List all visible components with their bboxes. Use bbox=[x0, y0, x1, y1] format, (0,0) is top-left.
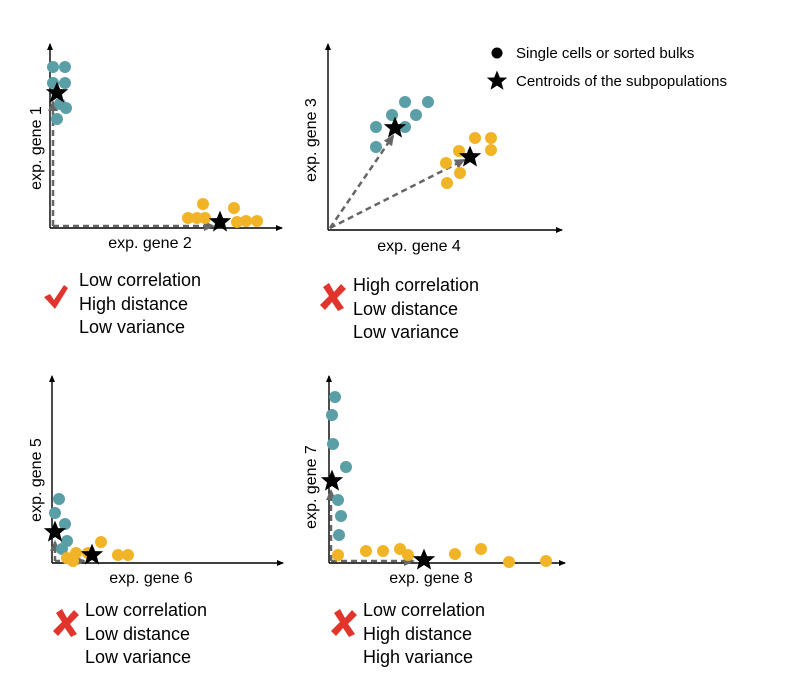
data-point bbox=[370, 121, 382, 133]
data-point bbox=[410, 109, 422, 121]
verdict-line-3: High variance bbox=[363, 647, 473, 667]
data-point bbox=[199, 212, 211, 224]
teal-cluster bbox=[326, 391, 352, 541]
legend-star-label: Centroids of the subpopulations bbox=[516, 73, 727, 90]
teal-cluster bbox=[370, 96, 434, 153]
data-point bbox=[240, 215, 252, 227]
y-axis-label: exp. gene 1 bbox=[28, 106, 45, 190]
verdict-line-1: High correlation bbox=[353, 275, 479, 295]
cross-icon bbox=[53, 609, 79, 637]
orange-cluster bbox=[61, 536, 134, 567]
data-point bbox=[251, 215, 263, 227]
y-axis-label: exp. gene 5 bbox=[28, 438, 45, 522]
legend-star-icon bbox=[486, 70, 508, 90]
data-point bbox=[59, 61, 71, 73]
verdict-line-1: Low correlation bbox=[363, 600, 485, 620]
data-point bbox=[370, 141, 382, 153]
data-point bbox=[377, 545, 389, 557]
data-point bbox=[112, 549, 124, 561]
data-point bbox=[60, 102, 72, 114]
data-point bbox=[340, 461, 352, 473]
data-point bbox=[333, 529, 345, 541]
verdict-line-3: Low variance bbox=[85, 647, 191, 667]
data-point bbox=[67, 555, 79, 567]
x-axis-label: exp. gene 8 bbox=[389, 570, 473, 587]
data-point bbox=[56, 543, 68, 555]
data-point bbox=[332, 494, 344, 506]
verdict-line-2: Low distance bbox=[85, 624, 190, 644]
orange-cluster bbox=[332, 543, 552, 568]
panel-1: exp. gene 1 exp. gene 2 L bbox=[28, 43, 283, 337]
data-point bbox=[449, 548, 461, 560]
data-point bbox=[335, 510, 347, 522]
verdict-line-2: Low distance bbox=[353, 299, 458, 319]
data-point bbox=[475, 543, 487, 555]
x-axis-label: exp. gene 6 bbox=[109, 570, 193, 587]
data-point bbox=[360, 545, 372, 557]
x-axis-label: exp. gene 4 bbox=[377, 238, 461, 255]
orange-cluster bbox=[182, 198, 263, 228]
legend: Single cells or sorted bulks Centroids o… bbox=[486, 45, 727, 90]
data-point bbox=[228, 202, 240, 214]
verdict-line-2: High distance bbox=[363, 624, 472, 644]
data-point bbox=[122, 549, 134, 561]
data-point bbox=[332, 549, 344, 561]
verdict-line-3: Low variance bbox=[353, 322, 459, 342]
data-point bbox=[485, 132, 497, 144]
data-point bbox=[386, 109, 398, 121]
cross-icon bbox=[331, 609, 357, 637]
y-axis-label: exp. gene 3 bbox=[303, 98, 320, 182]
data-point bbox=[197, 198, 209, 210]
data-point bbox=[329, 391, 341, 403]
data-point bbox=[59, 77, 71, 89]
x-axis-label: exp. gene 2 bbox=[108, 235, 192, 252]
centroid-star-icon bbox=[320, 469, 344, 491]
data-point bbox=[454, 167, 466, 179]
data-point bbox=[469, 132, 481, 144]
panel-2: exp. gene 3 exp. gene 4 High correlat bbox=[303, 43, 563, 342]
legend-dot-label: Single cells or sorted bulks bbox=[516, 45, 694, 62]
data-point bbox=[327, 438, 339, 450]
data-point bbox=[49, 507, 61, 519]
data-point bbox=[399, 121, 411, 133]
checkmark-icon bbox=[44, 285, 68, 309]
data-point bbox=[326, 409, 338, 421]
verdict-line-1: Low correlation bbox=[85, 600, 207, 620]
cross-icon bbox=[320, 283, 346, 311]
data-point bbox=[51, 113, 63, 125]
data-point bbox=[422, 96, 434, 108]
verdict-line-1: Low correlation bbox=[79, 270, 201, 290]
data-point bbox=[399, 96, 411, 108]
panel-3: exp. gene 5 exp. gene 6 Low correlation … bbox=[28, 375, 284, 667]
verdict-line-2: High distance bbox=[79, 294, 188, 314]
data-point bbox=[540, 555, 552, 567]
centroid-star-icon bbox=[412, 548, 436, 570]
data-point bbox=[53, 493, 65, 505]
y-axis-label: exp. gene 7 bbox=[303, 445, 320, 529]
data-point bbox=[440, 157, 452, 169]
data-point bbox=[485, 144, 497, 156]
teal-cluster bbox=[49, 493, 73, 555]
panel-4: exp. gene 7 exp. gene 8 bbox=[303, 375, 566, 667]
data-point bbox=[402, 549, 414, 561]
verdict-line-3: Low variance bbox=[79, 317, 185, 337]
data-point bbox=[231, 216, 243, 228]
data-point bbox=[95, 536, 107, 548]
data-point bbox=[59, 518, 71, 530]
data-point bbox=[182, 212, 194, 224]
centroid-vector bbox=[329, 158, 466, 230]
data-point bbox=[503, 556, 515, 568]
legend-dot-icon bbox=[491, 47, 503, 59]
data-point bbox=[441, 177, 453, 189]
centroid-vector bbox=[328, 134, 395, 229]
data-point bbox=[47, 61, 59, 73]
